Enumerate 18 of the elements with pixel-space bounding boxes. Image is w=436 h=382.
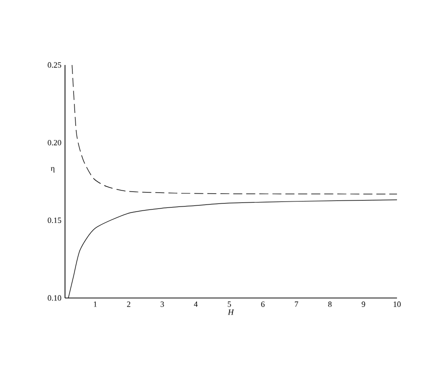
x-tick-label: 7	[294, 302, 298, 307]
x-axis-title: H	[228, 310, 234, 315]
x-tick-label: 5	[228, 302, 232, 307]
x-tick-label: 6	[261, 302, 265, 307]
x-tick-label: 3	[160, 302, 164, 307]
y-tick-label: 0.15	[48, 218, 62, 224]
line-series	[72, 64, 397, 194]
y-tick-label: 0.20	[48, 140, 62, 146]
line-series	[68, 200, 397, 298]
x-tick-label: 10	[394, 302, 401, 307]
x-tick-label: 8	[328, 302, 332, 307]
x-tick-label: 9	[362, 302, 366, 307]
x-tick-label: 1	[94, 302, 97, 307]
y-axis-title: η	[50, 167, 54, 173]
x-tick-label: 2	[127, 302, 130, 307]
y-tick-label: 0.25	[48, 62, 62, 68]
x-tick-label: 4	[194, 302, 198, 307]
y-tick-label: 0.10	[48, 295, 62, 301]
